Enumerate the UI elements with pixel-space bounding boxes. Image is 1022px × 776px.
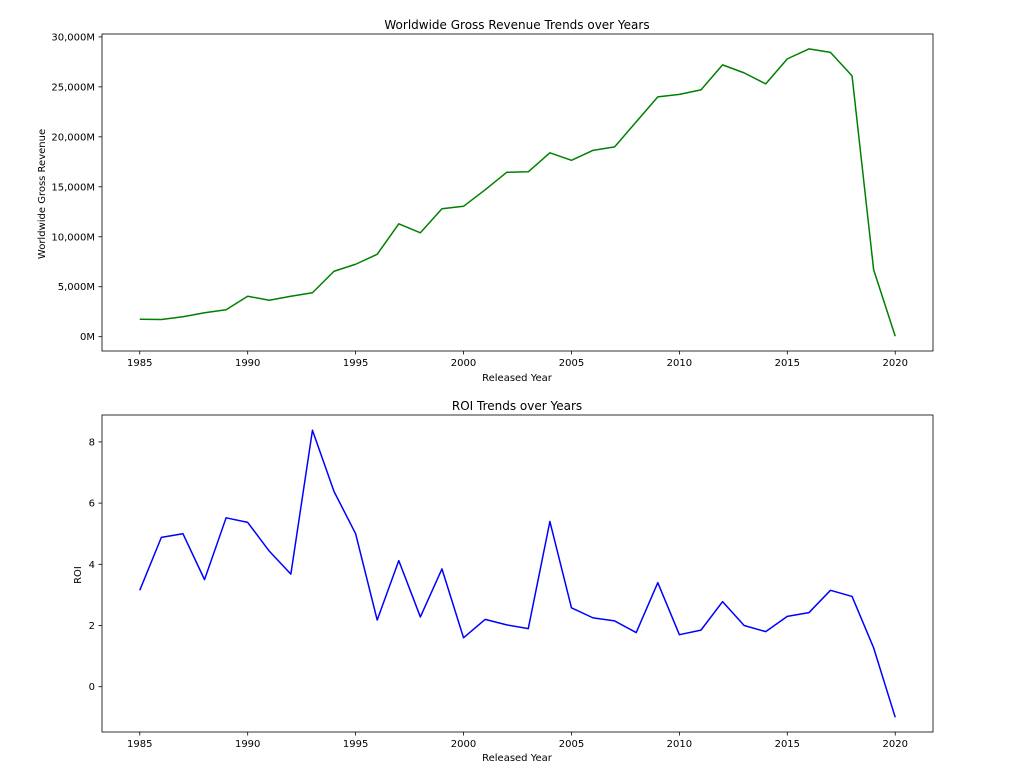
- roi-x-tick-label: 2000: [451, 739, 476, 750]
- revenue-plot-area: [101, 33, 934, 352]
- revenue-x-tick-label: 2010: [667, 358, 692, 369]
- roi-x-tick-label: 2005: [559, 739, 584, 750]
- roi-x-tick-label: 2020: [883, 739, 908, 750]
- revenue-x-tick-label: 2015: [775, 358, 800, 369]
- revenue-y-tick-label: 0M: [80, 332, 95, 343]
- revenue-chart: Worldwide Gross Revenue Trends over Year…: [37, 18, 934, 384]
- revenue-ticks: 1985 1990 1995 2000 2005 2010 2015 2020 0M 5,000M…: [51, 32, 908, 369]
- revenue-x-tick-label: 1990: [235, 358, 260, 369]
- revenue-x-tick-label: 1985: [127, 358, 152, 369]
- roi-series-line-0: [139, 429, 896, 718]
- revenue-y-tick-label: 5,000M: [58, 282, 95, 293]
- revenue-x-tick-label: 2005: [559, 358, 584, 369]
- roi-chart: ROI Trends over Years Released Year ROI …: [73, 399, 934, 764]
- revenue-x-tick-label: 1995: [343, 358, 368, 369]
- roi-y-axis-label: ROI: [73, 566, 84, 584]
- revenue-y-tick-label: 20,000M: [51, 132, 95, 143]
- revenue-y-axis-label: Worldwide Gross Revenue: [37, 129, 48, 259]
- revenue-series-line-0: [139, 48, 896, 337]
- revenue-y-tick-label: 15,000M: [51, 182, 95, 193]
- roi-chart-title: ROI Trends over Years: [452, 399, 582, 413]
- roi-y-tick-label: 6: [89, 499, 95, 510]
- revenue-chart-title: Worldwide Gross Revenue Trends over Year…: [384, 18, 649, 32]
- roi-y-tick-label: 8: [89, 437, 95, 448]
- roi-x-tick-label: 2015: [775, 739, 800, 750]
- roi-axes-frame: [101, 414, 934, 733]
- revenue-y-tick-label: 10,000M: [51, 232, 95, 243]
- revenue-axes-frame: [101, 33, 934, 352]
- roi-x-tick-label: 1985: [127, 739, 152, 750]
- revenue-x-axis-label: Released Year: [482, 373, 553, 384]
- roi-y-tick-label: 4: [89, 560, 95, 571]
- revenue-y-tick-label: 25,000M: [51, 82, 95, 93]
- roi-x-axis-label: Released Year: [482, 753, 553, 764]
- revenue-y-tick-label: 30,000M: [51, 32, 95, 43]
- revenue-x-tick-label: 2020: [883, 358, 908, 369]
- roi-x-tick-label: 2010: [667, 739, 692, 750]
- roi-ticks: 1985 1990 1995 2000 2005 2010 2015 2020 0 2 4 6 8: [89, 437, 908, 750]
- roi-x-tick-label: 1990: [235, 739, 260, 750]
- roi-x-tick-label: 1995: [343, 739, 368, 750]
- revenue-x-tick-label: 2000: [451, 358, 476, 369]
- roi-plot-area: [101, 414, 934, 733]
- roi-y-tick-label: 0: [89, 682, 95, 693]
- roi-y-tick-label: 2: [89, 621, 95, 632]
